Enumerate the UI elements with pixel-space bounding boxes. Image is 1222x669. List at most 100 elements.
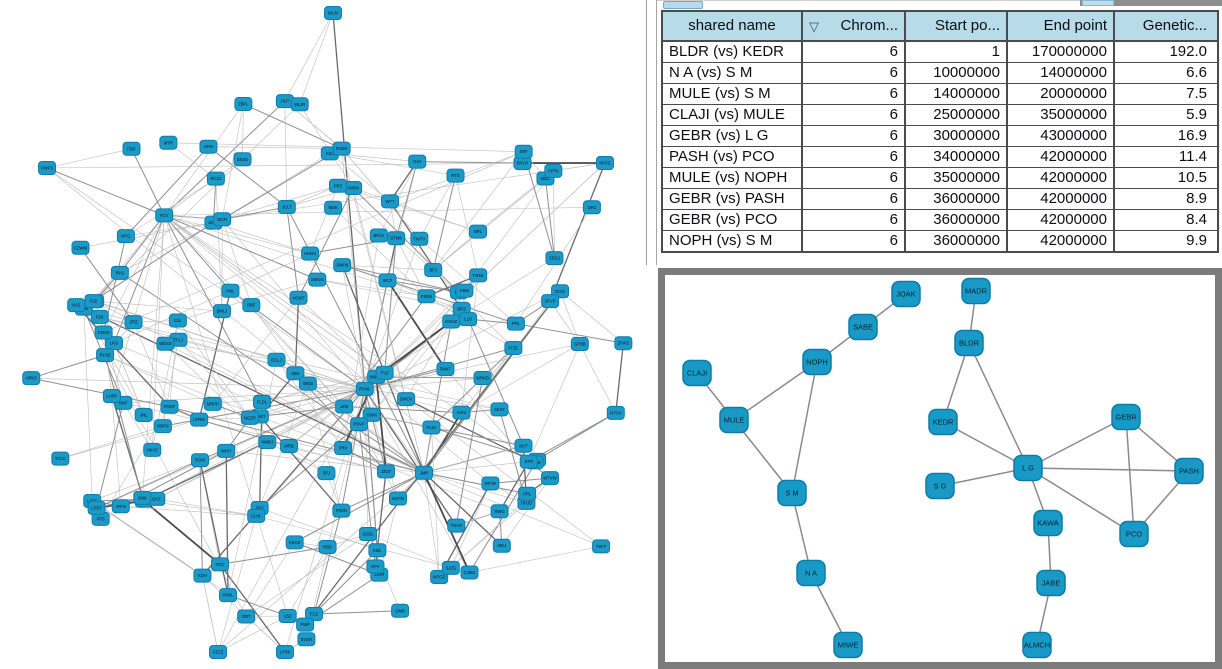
graph-node[interactable]: WRKD xyxy=(473,371,492,386)
cell-genetic[interactable]: 192.0 xyxy=(1169,43,1207,60)
graph-node[interactable]: VCWT xyxy=(289,290,308,305)
cell-start_position[interactable]: 36000000 xyxy=(906,231,1008,251)
graph-node[interactable]: ZRZ xyxy=(124,315,143,330)
h-scrollbar-thumb-right[interactable] xyxy=(1082,0,1114,6)
main-network-canvas[interactable]: NKJV KWFS NFFD FZCZ PSJ HLP MDC JCLT BRL RGW RBD HH… xyxy=(0,0,653,669)
graph-node[interactable]: CPTK xyxy=(544,163,563,178)
cell-shared_name[interactable]: NOPH (vs) S M xyxy=(663,231,803,251)
cell-chromosome[interactable]: 6 xyxy=(803,168,906,188)
table-row[interactable]: BLDR (vs) KEDR 6 1 170000000 192.0 xyxy=(663,42,1217,63)
graph-node[interactable]: DTMK xyxy=(387,231,406,246)
cell-start_position[interactable]: 30000000 xyxy=(906,126,1008,146)
cell-end_point[interactable]: 42000000 xyxy=(1008,210,1115,230)
graph-node[interactable]: SFVP xyxy=(541,294,560,309)
graph-node[interactable]: FSRB xyxy=(417,289,436,304)
graph-node[interactable]: JMR xyxy=(415,465,434,480)
subnetwork-canvas[interactable]: JOAK SABE NOPH CLAJI MULE S M N A MIWE MADR BLDR K… xyxy=(665,275,1215,662)
graph-node[interactable]: GJH xyxy=(408,154,427,169)
graph-node[interactable]: SRF xyxy=(514,144,533,159)
cell-start_position[interactable]: 1 xyxy=(906,42,1008,62)
graph-node[interactable]: JMKW xyxy=(333,258,352,273)
graph-node[interactable]: DCLJ xyxy=(267,352,286,367)
graph-node[interactable]: WCF xyxy=(378,273,397,288)
cell-start_position[interactable]: 34000000 xyxy=(906,147,1008,167)
graph-node[interactable]: WSTB xyxy=(389,491,408,506)
graph-node[interactable]: RGW xyxy=(190,453,209,468)
graph-node[interactable]: RLNZ xyxy=(96,348,115,363)
graph-node[interactable]: RVNL xyxy=(355,381,374,396)
table-row[interactable]: PASH (vs) PCO 6 34000000 42000000 11.4 xyxy=(663,147,1217,168)
column-header-shared_name[interactable]: shared name xyxy=(663,12,803,40)
cell-end_point[interactable]: 43000000 xyxy=(1008,126,1115,146)
cell-shared_name[interactable]: MULE (vs) NOPH xyxy=(663,168,803,188)
cell-shared_name[interactable]: GEBR (vs) PCO xyxy=(663,210,803,230)
graph-node[interactable]: MDJ xyxy=(492,538,511,553)
graph-node[interactable]: FLSJ xyxy=(422,420,441,435)
graph-node[interactable]: PJZ xyxy=(84,294,103,309)
graph-node[interactable]: FRZN xyxy=(332,503,351,518)
graph-node[interactable]: SGDL xyxy=(359,527,378,542)
graph-node[interactable]: JZM xyxy=(335,399,354,414)
graph-node[interactable]: NTGV xyxy=(606,405,625,420)
filter-icon[interactable]: ▽ xyxy=(809,18,819,34)
graph-node[interactable]: RWG xyxy=(490,504,509,519)
subnet-node-bldr[interactable]: BLDR xyxy=(954,329,984,357)
table-row[interactable]: MULE (vs) NOPH 6 35000000 42000000 10.5 xyxy=(663,168,1217,189)
cell-start_position[interactable]: 36000000 xyxy=(906,210,1008,230)
subnet-node-l-g[interactable]: L G xyxy=(1013,454,1043,482)
graph-node[interactable]: NJS xyxy=(67,298,86,313)
graph-node[interactable]: TVZ xyxy=(375,365,394,380)
graph-node[interactable]: LHRF xyxy=(102,388,121,403)
subnet-node-noph[interactable]: NOPH xyxy=(802,348,832,376)
graph-node[interactable]: FMKT xyxy=(436,362,455,377)
graph-node[interactable]: JCLT xyxy=(277,200,296,215)
graph-node[interactable]: SJZG xyxy=(441,560,460,575)
cell-start_position[interactable]: 35000000 xyxy=(906,168,1008,188)
graph-node[interactable]: MDK xyxy=(324,200,343,215)
graph-node[interactable]: TSFF xyxy=(592,539,611,554)
graph-node[interactable]: HNL xyxy=(221,283,240,298)
cell-shared_name[interactable]: MULE (vs) S M xyxy=(663,84,803,104)
graph-node[interactable]: WCR xyxy=(213,212,232,227)
subnet-node-claji[interactable]: CLAJI xyxy=(682,359,712,387)
graph-node[interactable]: CJMG xyxy=(460,565,479,580)
cell-shared_name[interactable]: BLDR (vs) KEDR xyxy=(663,42,803,62)
table-row[interactable]: GEBR (vs) PASH 6 36000000 42000000 8.9 xyxy=(663,189,1217,210)
graph-node[interactable]: CMSS xyxy=(94,325,113,340)
graph-node[interactable]: NMBJ xyxy=(258,435,277,450)
cell-genetic[interactable]: 8.4 xyxy=(1186,211,1207,228)
cell-start_position[interactable]: 10000000 xyxy=(906,63,1008,83)
cell-start_position[interactable]: 25000000 xyxy=(906,105,1008,125)
subnet-node-gebr[interactable]: GEBR xyxy=(1111,403,1141,431)
cell-shared_name[interactable]: N A (vs) S M xyxy=(663,63,803,83)
subnet-node-pash[interactable]: PASH xyxy=(1174,457,1204,485)
subnet-node-miwe[interactable]: MIWE xyxy=(833,631,863,659)
cell-chromosome[interactable]: 6 xyxy=(803,189,906,209)
graph-node[interactable]: SPJ xyxy=(317,466,336,481)
subnet-node-sabe[interactable]: SABE xyxy=(848,313,878,341)
h-scrollbar-track[interactable] xyxy=(1080,0,1222,6)
cell-end_point[interactable]: 14000000 xyxy=(1008,63,1115,83)
graph-node[interactable]: CBSJ xyxy=(545,251,564,266)
graph-node[interactable]: KKT xyxy=(514,438,533,453)
graph-node[interactable]: RCZJ xyxy=(206,171,225,186)
subnet-node-joak[interactable]: JOAK xyxy=(891,280,921,308)
table-row[interactable]: CLAJI (vs) MULE 6 25000000 35000000 5.9 xyxy=(663,105,1217,126)
graph-node[interactable]: GNK xyxy=(133,490,152,505)
graph-node[interactable]: WDSS xyxy=(156,336,175,351)
graph-node[interactable]: NKJV xyxy=(324,6,342,20)
cell-genetic[interactable]: 8.9 xyxy=(1186,190,1207,207)
cell-chromosome[interactable]: 6 xyxy=(803,231,906,251)
graph-node[interactable]: WTT xyxy=(381,194,400,209)
cell-genetic[interactable]: 9.9 xyxy=(1186,232,1207,249)
table-row[interactable]: GEBR (vs) PCO 6 36000000 42000000 8.4 xyxy=(663,210,1217,231)
subnet-node-kawa[interactable]: KAWA xyxy=(1033,509,1063,537)
graph-node[interactable]: PPZ xyxy=(328,178,347,193)
cell-genetic[interactable]: 5.9 xyxy=(1186,106,1207,123)
column-header-end_point[interactable]: End point xyxy=(1008,12,1115,40)
graph-node[interactable]: FCV xyxy=(155,208,174,223)
table-row[interactable]: GEBR (vs) L G 6 30000000 43000000 16.9 xyxy=(663,126,1217,147)
graph-node[interactable]: BSSD xyxy=(233,152,252,167)
cell-end_point[interactable]: 35000000 xyxy=(1008,105,1115,125)
graph-node[interactable]: KDH xyxy=(193,568,212,583)
